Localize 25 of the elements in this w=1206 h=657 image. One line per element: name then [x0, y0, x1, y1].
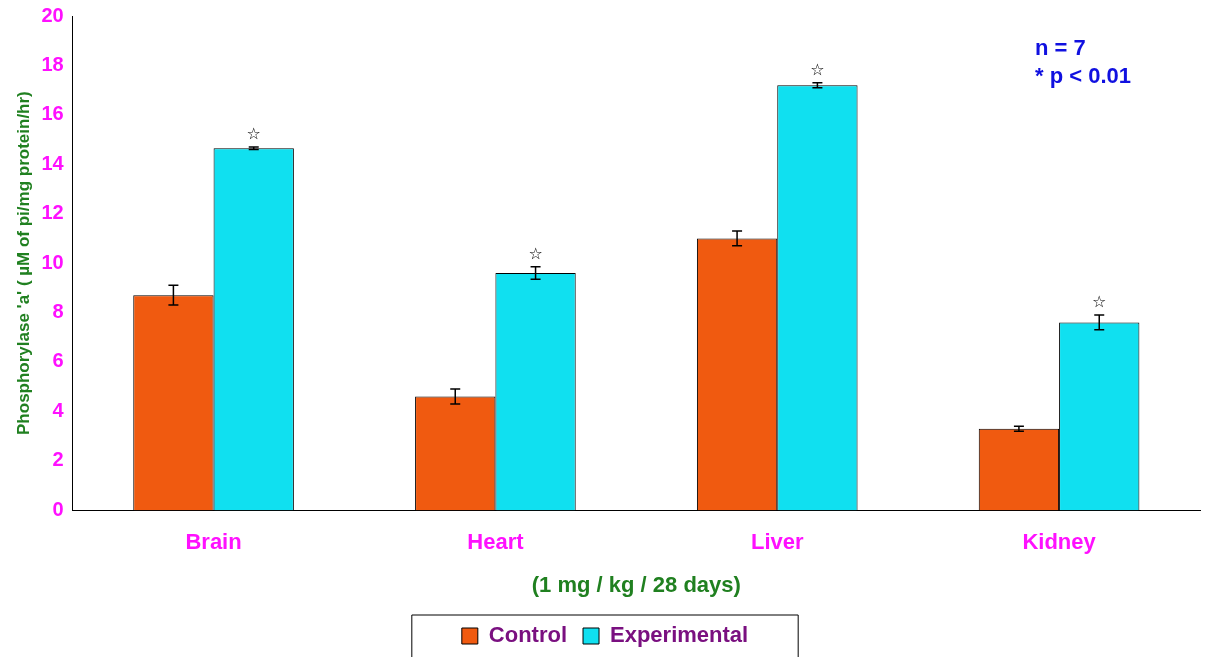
legend-label: Control	[488, 622, 568, 648]
x-tick-label: Liver	[750, 529, 804, 555]
y-tick-label: 20	[41, 3, 64, 26]
data-label: ☆	[528, 243, 543, 263]
annotation: * p < 0.01	[1035, 63, 1132, 89]
y-tick-label: 10	[41, 250, 64, 273]
y-tick-label: 14	[41, 151, 65, 174]
y-tick-label: 6	[52, 349, 64, 372]
x-tick-label: Brain	[185, 529, 242, 555]
y-tick-label: 16	[41, 102, 64, 125]
x-tick-label: Heart	[467, 529, 525, 555]
y-tick-label: 2	[52, 448, 64, 471]
x-tick-label: Kidney	[1022, 529, 1097, 555]
y-tick-label: 8	[52, 300, 64, 323]
annotation: n = 7	[1035, 35, 1086, 61]
x-axis-title: (1 mg / kg / 28 days)	[531, 571, 741, 597]
y-tick-label: 18	[41, 52, 64, 75]
data-label: ☆	[1092, 292, 1107, 312]
legend-label: Experimental	[610, 622, 749, 648]
data-label: ☆	[810, 59, 825, 79]
y-tick-label: 4	[52, 398, 65, 421]
y-tick-label: 12	[41, 201, 64, 224]
y-tick-label: 0	[52, 497, 64, 520]
data-label: ☆	[246, 124, 261, 144]
y-axis-title: Phosphorylase 'a' ( µM of pi/mg protein/hr)	[13, 91, 33, 435]
